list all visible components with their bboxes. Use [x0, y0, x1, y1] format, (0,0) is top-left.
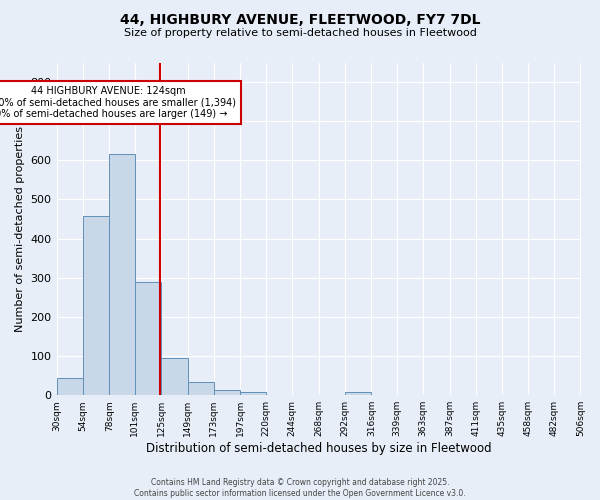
Text: Size of property relative to semi-detached houses in Fleetwood: Size of property relative to semi-detach…: [124, 28, 476, 38]
Bar: [241, 392, 266, 395]
Y-axis label: Number of semi-detached properties: Number of semi-detached properties: [15, 126, 25, 332]
Text: 44 HIGHBURY AVENUE: 124sqm
← 90% of semi-detached houses are smaller (1,394)
10%: 44 HIGHBURY AVENUE: 124sqm ← 90% of semi…: [0, 86, 236, 119]
Bar: [83, 216, 109, 395]
X-axis label: Distribution of semi-detached houses by size in Fleetwood: Distribution of semi-detached houses by …: [146, 442, 491, 455]
Bar: [56, 378, 83, 395]
Bar: [214, 390, 241, 395]
Text: 44, HIGHBURY AVENUE, FLEETWOOD, FY7 7DL: 44, HIGHBURY AVENUE, FLEETWOOD, FY7 7DL: [120, 12, 480, 26]
Text: Contains HM Land Registry data © Crown copyright and database right 2025.
Contai: Contains HM Land Registry data © Crown c…: [134, 478, 466, 498]
Bar: [134, 282, 161, 395]
Bar: [161, 358, 188, 395]
Bar: [109, 154, 134, 395]
Bar: [345, 392, 371, 395]
Bar: [188, 382, 214, 395]
